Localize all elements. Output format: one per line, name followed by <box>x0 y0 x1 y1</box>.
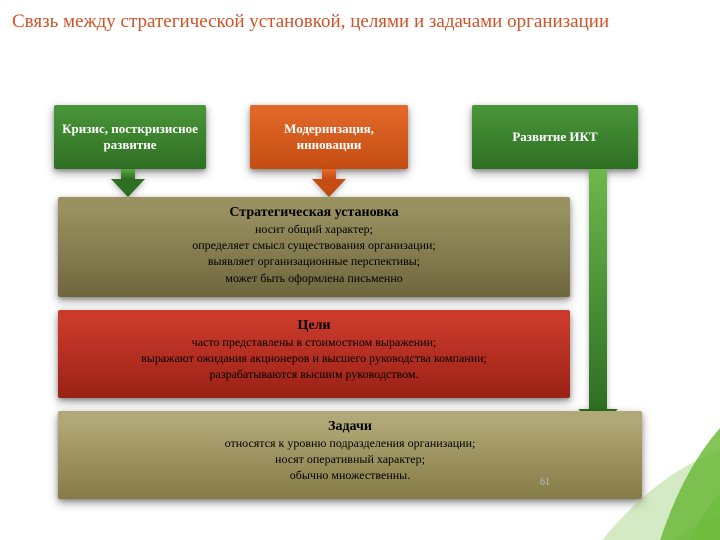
panel-line: носит общий характер; <box>78 221 550 237</box>
panel-line: выражают ожидания акционеров и высшего р… <box>78 350 550 366</box>
panel-title: Цели <box>78 318 550 334</box>
panel-title: Стратегическая установка <box>78 205 550 221</box>
top-box-label: Модернизация, инновации <box>258 121 400 154</box>
top-box-innovation: Модернизация, инновации <box>250 105 408 169</box>
panel-line: может быть оформлена письменно <box>78 270 550 286</box>
panel-line: выявляет организационные перспективы; <box>78 253 550 269</box>
panel-line: определяет смысл существования организац… <box>78 237 550 253</box>
top-box-label: Развитие ИКТ <box>512 129 597 145</box>
arrow-innovation <box>312 169 346 197</box>
panel-line: часто представлены в стоимостном выражен… <box>78 334 550 350</box>
top-box-crisis: Кризис, посткризисное развитие <box>54 105 206 169</box>
page-number: 61 <box>540 477 550 488</box>
panel-strategy: Стратегическая установка носит общий хар… <box>58 197 570 297</box>
top-box-label: Кризис, посткризисное развитие <box>62 121 198 154</box>
arrow-crisis <box>111 169 145 197</box>
slide-title: Связь между стратегической установкой, ц… <box>12 10 672 34</box>
panel-line: разрабатываются высшим руководством. <box>78 366 550 382</box>
leaf-decoration-icon <box>490 320 720 540</box>
top-box-ict: Развитие ИКТ <box>472 105 638 169</box>
